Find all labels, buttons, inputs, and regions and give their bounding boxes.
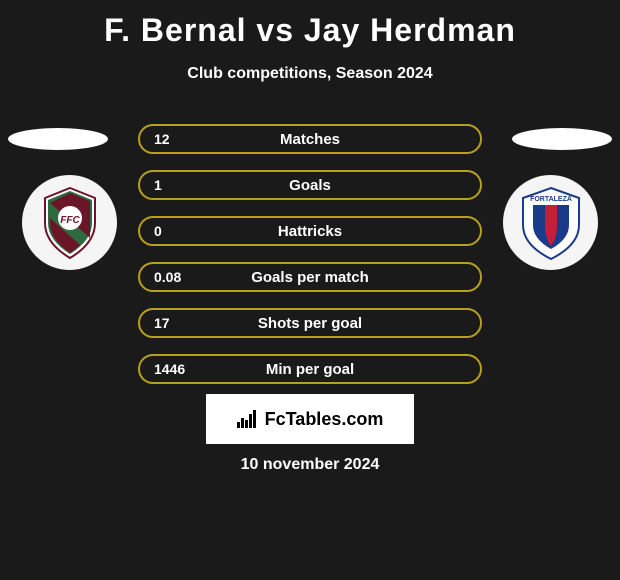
date-text: 10 november 2024: [241, 456, 380, 474]
chart-icon: [237, 410, 259, 428]
fctables-label: FcTables.com: [265, 409, 384, 430]
stat-label: Goals per match: [251, 269, 369, 286]
stat-label: Hattricks: [278, 223, 342, 240]
stat-label: Goals: [289, 177, 331, 194]
stats-container: 12 Matches 1 Goals 0 Hattricks 0.08 Goal…: [138, 124, 482, 400]
player-indicator-left: [8, 128, 108, 150]
fctables-attribution[interactable]: FcTables.com: [206, 394, 414, 444]
stat-value: 0: [154, 223, 214, 239]
fluminense-crest-icon: FFC: [30, 183, 110, 263]
stat-label: Shots per goal: [258, 315, 362, 332]
club-logo-left: FFC: [22, 175, 117, 270]
stat-row: 17 Shots per goal: [138, 308, 482, 338]
club-logo-right: FORTALEZA: [503, 175, 598, 270]
stat-value: 1: [154, 177, 214, 193]
stat-row: 1 Goals: [138, 170, 482, 200]
player-indicator-right: [512, 128, 612, 150]
comparison-title: F. Bernal vs Jay Herdman: [0, 0, 620, 49]
stat-value: 1446: [154, 361, 214, 377]
stat-value: 0.08: [154, 269, 214, 285]
stat-label: Matches: [280, 131, 340, 148]
stat-value: 17: [154, 315, 214, 331]
stat-row: 0.08 Goals per match: [138, 262, 482, 292]
stat-value: 12: [154, 131, 214, 147]
stat-row: 1446 Min per goal: [138, 354, 482, 384]
stat-row: 12 Matches: [138, 124, 482, 154]
svg-text:FFC: FFC: [60, 215, 80, 226]
svg-text:FORTALEZA: FORTALEZA: [530, 196, 572, 203]
fortaleza-crest-icon: FORTALEZA: [511, 183, 591, 263]
stat-row: 0 Hattricks: [138, 216, 482, 246]
season-subtitle: Club competitions, Season 2024: [0, 65, 620, 83]
stat-label: Min per goal: [266, 361, 354, 378]
